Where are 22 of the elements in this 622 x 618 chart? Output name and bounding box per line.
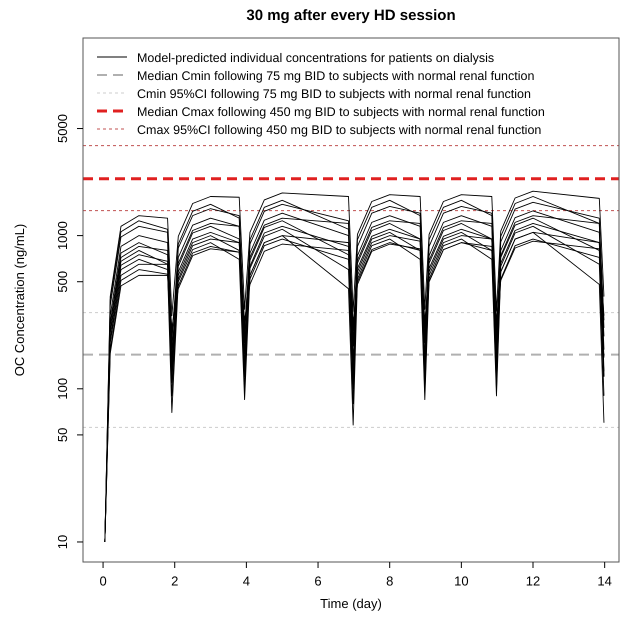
legend-label: Median Cmax following 450 mg BID to subjects with normal renal function <box>137 105 545 119</box>
legend-label: Median Cmin following 75 mg BID to subjects with normal renal function <box>137 69 534 83</box>
x-tick-label: 6 <box>314 573 322 588</box>
x-tick-label: 2 <box>171 573 178 588</box>
y-tick-label: 1000 <box>55 221 70 250</box>
legend-label: Cmin 95%CI following 75 mg BID to subjects with normal renal function <box>137 87 531 101</box>
x-tick-label: 4 <box>242 573 250 588</box>
x-tick-label: 0 <box>99 573 107 588</box>
y-axis-title: OC Concentration (ng/mL) <box>12 224 27 376</box>
chart-title: 30 mg after every HD session <box>246 7 456 24</box>
y-tick-label: 100 <box>55 378 70 400</box>
legend-label: Cmax 95%CI following 450 mg BID to subjects with normal renal function <box>137 123 542 137</box>
x-tick-label: 14 <box>597 573 612 588</box>
y-tick-label: 5000 <box>55 114 70 143</box>
x-tick-label: 12 <box>526 573 540 588</box>
x-axis-title: Time (day) <box>320 596 382 611</box>
legend-label: Model-predicted individual concentrations for patients on dialysis <box>137 51 494 65</box>
y-tick-label: 50 <box>55 428 70 442</box>
x-tick-label: 8 <box>386 573 394 588</box>
y-tick-label: 10 <box>55 534 70 550</box>
y-tick-label: 500 <box>55 270 70 293</box>
x-tick-label: 10 <box>454 573 469 588</box>
